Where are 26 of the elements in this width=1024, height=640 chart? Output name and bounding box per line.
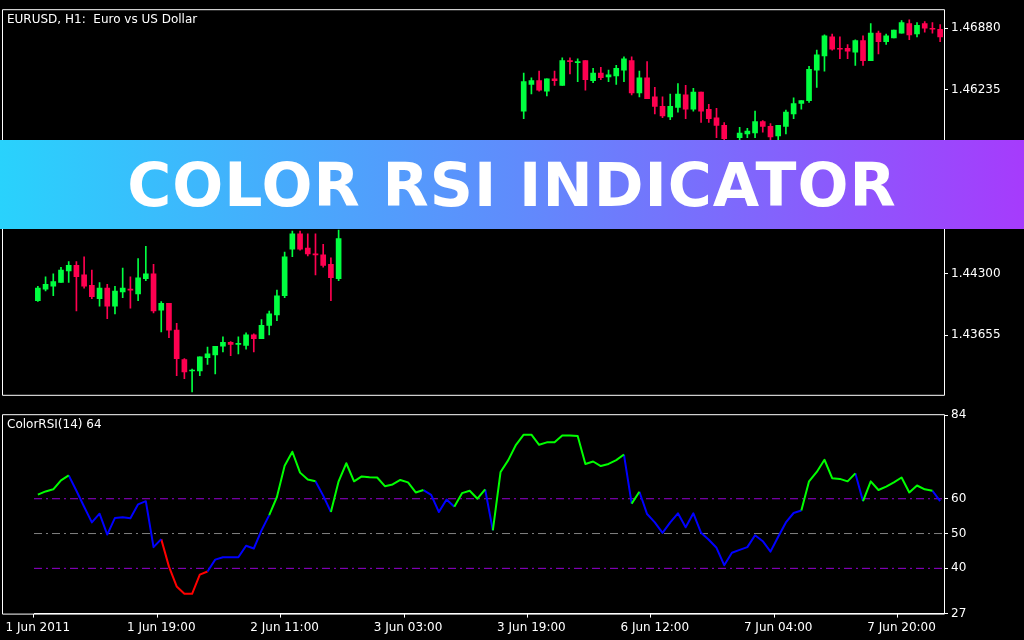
candlestick <box>119 267 126 299</box>
x-tick-label: 6 Jun 12:00 <box>620 619 690 634</box>
candlestick <box>158 301 165 333</box>
x-tick-label: 7 Jun 04:00 <box>743 619 813 634</box>
x-tick-label: 7 Jun 20:00 <box>867 619 936 634</box>
annotation: COLOR RSI INDICATOR <box>127 149 897 220</box>
y-tick-label: 1.44300 <box>951 266 1001 281</box>
candlestick <box>567 57 573 75</box>
candlestick <box>142 245 149 281</box>
y-tick-label: 60 <box>951 490 967 505</box>
x-tick-label: 2 Jun 11:00 <box>250 619 319 634</box>
y-tick-label: 1.43655 <box>951 327 1001 342</box>
y-tick-label: 84 <box>951 407 967 422</box>
chart-title: EURUSD, H1: Euro vs US Dollar <box>7 12 198 27</box>
y-tick-label: 1.46880 <box>951 20 1001 35</box>
x-tick-label: 1 Jun 2011 <box>5 619 71 634</box>
x-tick-label: 3 Jun 19:00 <box>497 619 566 634</box>
x-tick-label: 1 Jun 19:00 <box>126 619 196 634</box>
candlestick <box>837 36 843 60</box>
y-tick-label: 50 <box>951 525 967 540</box>
y-tick-label: 40 <box>951 560 967 575</box>
x-tick-label: 3 Jun 03:00 <box>373 619 443 634</box>
y-tick-label: 1.46235 <box>951 81 1001 96</box>
y-tick-label: 27 <box>951 605 967 620</box>
chart-title: ColorRSI(14) 64 <box>7 417 102 432</box>
candlestick <box>574 58 581 82</box>
